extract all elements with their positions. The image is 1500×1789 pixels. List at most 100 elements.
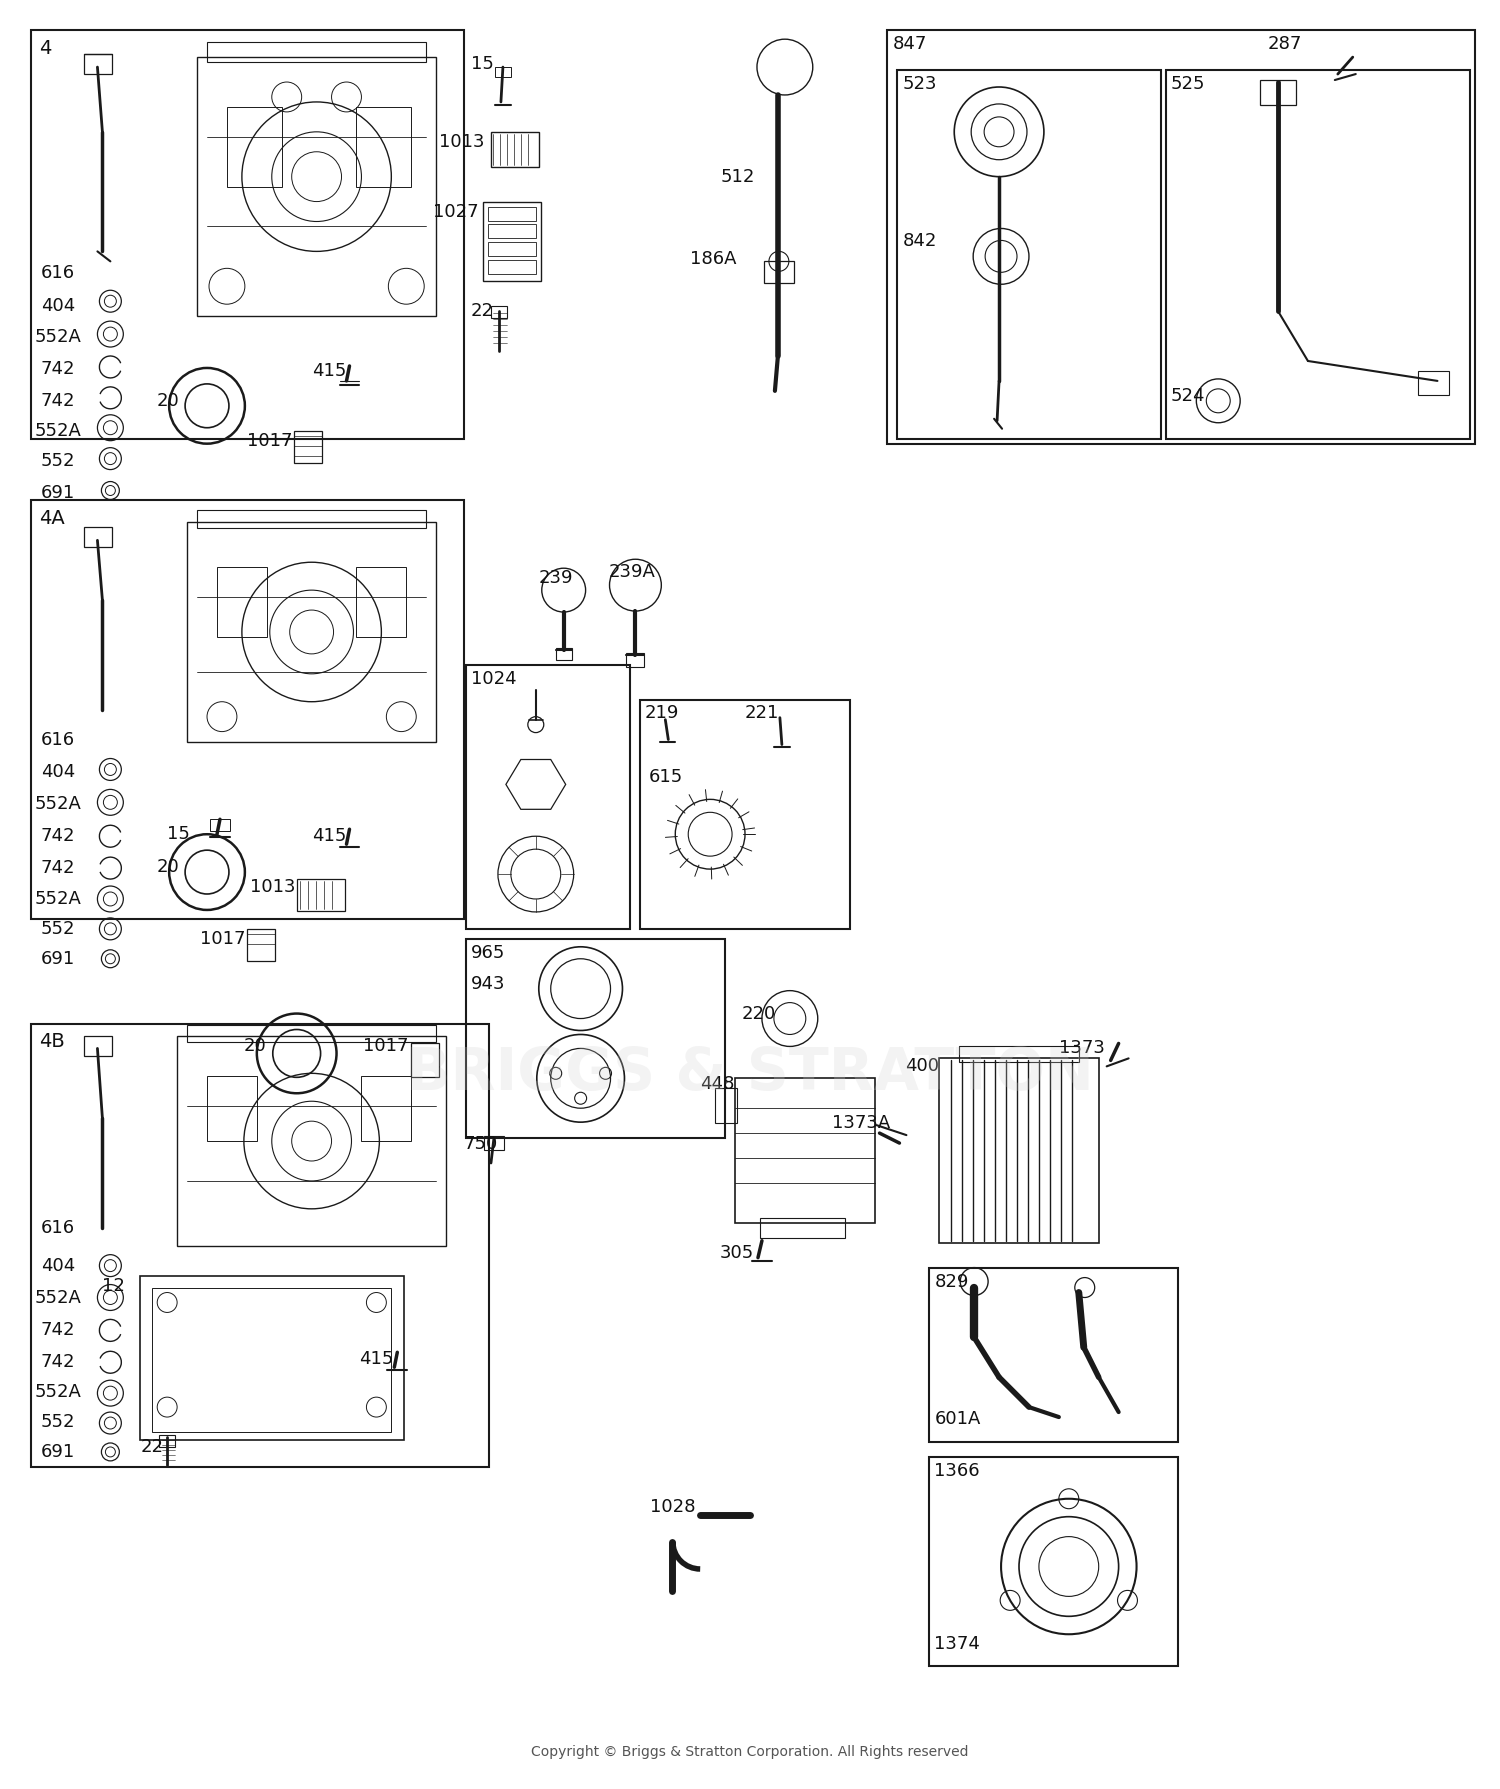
Bar: [1167, 72, 1470, 440]
Text: 186A: 186A: [690, 250, 736, 268]
Bar: [248, 928, 274, 961]
Bar: [210, 819, 230, 832]
Bar: [764, 263, 794, 284]
Text: 287: 287: [1268, 36, 1302, 54]
Text: 691: 691: [40, 1442, 75, 1460]
Text: 742: 742: [40, 827, 75, 844]
Bar: [30, 501, 463, 920]
Text: 1373: 1373: [1059, 1039, 1104, 1057]
Text: 1017: 1017: [200, 928, 246, 948]
Text: 20: 20: [156, 392, 178, 410]
Text: 305: 305: [720, 1243, 754, 1261]
Text: 1373A: 1373A: [831, 1113, 890, 1132]
Bar: [490, 308, 507, 318]
Bar: [188, 1025, 436, 1043]
Bar: [484, 1136, 504, 1150]
Text: 552A: 552A: [34, 422, 81, 440]
Bar: [188, 522, 436, 742]
Text: 15: 15: [471, 55, 494, 73]
Bar: [159, 1435, 176, 1447]
Bar: [207, 43, 426, 63]
Bar: [141, 1276, 405, 1440]
Text: 404: 404: [40, 764, 75, 782]
Text: 742: 742: [40, 1352, 75, 1370]
Text: 22: 22: [141, 1437, 164, 1454]
Text: 400: 400: [906, 1057, 939, 1075]
Bar: [488, 225, 536, 240]
Bar: [30, 1023, 489, 1467]
Bar: [735, 1079, 874, 1224]
Bar: [466, 666, 630, 928]
Text: 847: 847: [892, 36, 927, 54]
Text: Copyright © Briggs & Stratton Corporation. All Rights reserved: Copyright © Briggs & Stratton Corporatio…: [531, 1744, 969, 1759]
Text: 524: 524: [1170, 386, 1204, 404]
Text: 691: 691: [40, 483, 75, 501]
Bar: [488, 261, 536, 276]
Bar: [357, 107, 411, 188]
Bar: [177, 1038, 446, 1245]
Text: 4A: 4A: [39, 510, 64, 528]
Text: 742: 742: [40, 859, 75, 877]
Text: 1027: 1027: [433, 202, 478, 220]
Text: 4: 4: [39, 39, 51, 59]
Bar: [555, 649, 572, 660]
Bar: [930, 1268, 1179, 1442]
Bar: [1418, 372, 1449, 395]
Text: 615: 615: [648, 767, 682, 785]
Bar: [488, 208, 536, 222]
Text: 239: 239: [538, 569, 573, 587]
Bar: [357, 567, 407, 637]
Bar: [958, 1047, 1078, 1063]
Text: 20: 20: [244, 1038, 267, 1056]
Bar: [297, 880, 345, 911]
Text: 221: 221: [746, 703, 780, 721]
Bar: [888, 30, 1476, 444]
Text: 1374: 1374: [934, 1635, 980, 1653]
Text: 1013: 1013: [251, 878, 296, 896]
Text: 415: 415: [312, 361, 346, 379]
Text: BRIGGS & STRATTON: BRIGGS & STRATTON: [406, 1045, 1094, 1102]
Text: 552A: 552A: [34, 794, 81, 812]
Bar: [466, 939, 724, 1138]
Bar: [207, 1077, 256, 1141]
Bar: [488, 243, 536, 258]
Bar: [716, 1090, 736, 1123]
Bar: [30, 30, 463, 440]
Text: 601A: 601A: [934, 1410, 981, 1428]
Text: 1028: 1028: [651, 1497, 696, 1515]
Text: 742: 742: [40, 1320, 75, 1338]
Text: 552: 552: [40, 1412, 75, 1429]
Text: 15: 15: [166, 825, 190, 843]
Bar: [84, 1038, 112, 1057]
Text: 448: 448: [700, 1075, 735, 1093]
Text: 22: 22: [471, 302, 494, 320]
Text: 616: 616: [40, 730, 75, 748]
Bar: [897, 72, 1161, 440]
Text: 552: 552: [40, 920, 75, 937]
Bar: [640, 699, 849, 928]
Bar: [490, 132, 538, 168]
Text: 219: 219: [645, 703, 680, 721]
Bar: [226, 107, 282, 188]
Text: 239A: 239A: [609, 564, 656, 581]
Text: 523: 523: [903, 75, 938, 93]
Text: 404: 404: [40, 1256, 75, 1274]
Bar: [362, 1077, 411, 1141]
Text: 4B: 4B: [39, 1032, 64, 1050]
Text: 1366: 1366: [934, 1462, 980, 1480]
Text: 552A: 552A: [34, 1383, 81, 1401]
Text: 20: 20: [156, 857, 178, 875]
Text: 525: 525: [1170, 75, 1204, 93]
Text: 1017: 1017: [363, 1038, 410, 1056]
Bar: [627, 653, 645, 667]
Bar: [483, 202, 542, 283]
Bar: [930, 1456, 1179, 1666]
Text: 552: 552: [40, 451, 75, 469]
Bar: [411, 1043, 440, 1077]
Bar: [1260, 81, 1296, 106]
Bar: [196, 57, 436, 317]
Text: 616: 616: [40, 1218, 75, 1236]
Bar: [152, 1288, 392, 1433]
Text: 512: 512: [720, 168, 754, 186]
Text: 552A: 552A: [34, 327, 81, 345]
